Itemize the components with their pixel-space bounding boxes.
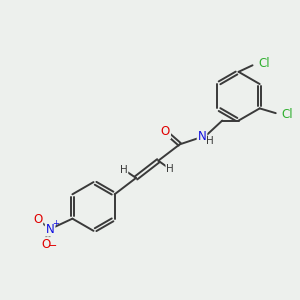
Text: H: H [166,164,174,174]
Text: +: + [52,219,58,228]
Text: Cl: Cl [258,57,269,70]
Text: O: O [41,238,50,251]
Text: N: N [198,130,206,143]
Text: −: − [47,241,57,251]
Text: N: N [46,223,55,236]
Text: O: O [33,213,42,226]
Text: H: H [206,136,214,146]
Text: H: H [120,165,128,175]
Text: Cl: Cl [281,108,293,122]
Text: O: O [161,125,170,138]
